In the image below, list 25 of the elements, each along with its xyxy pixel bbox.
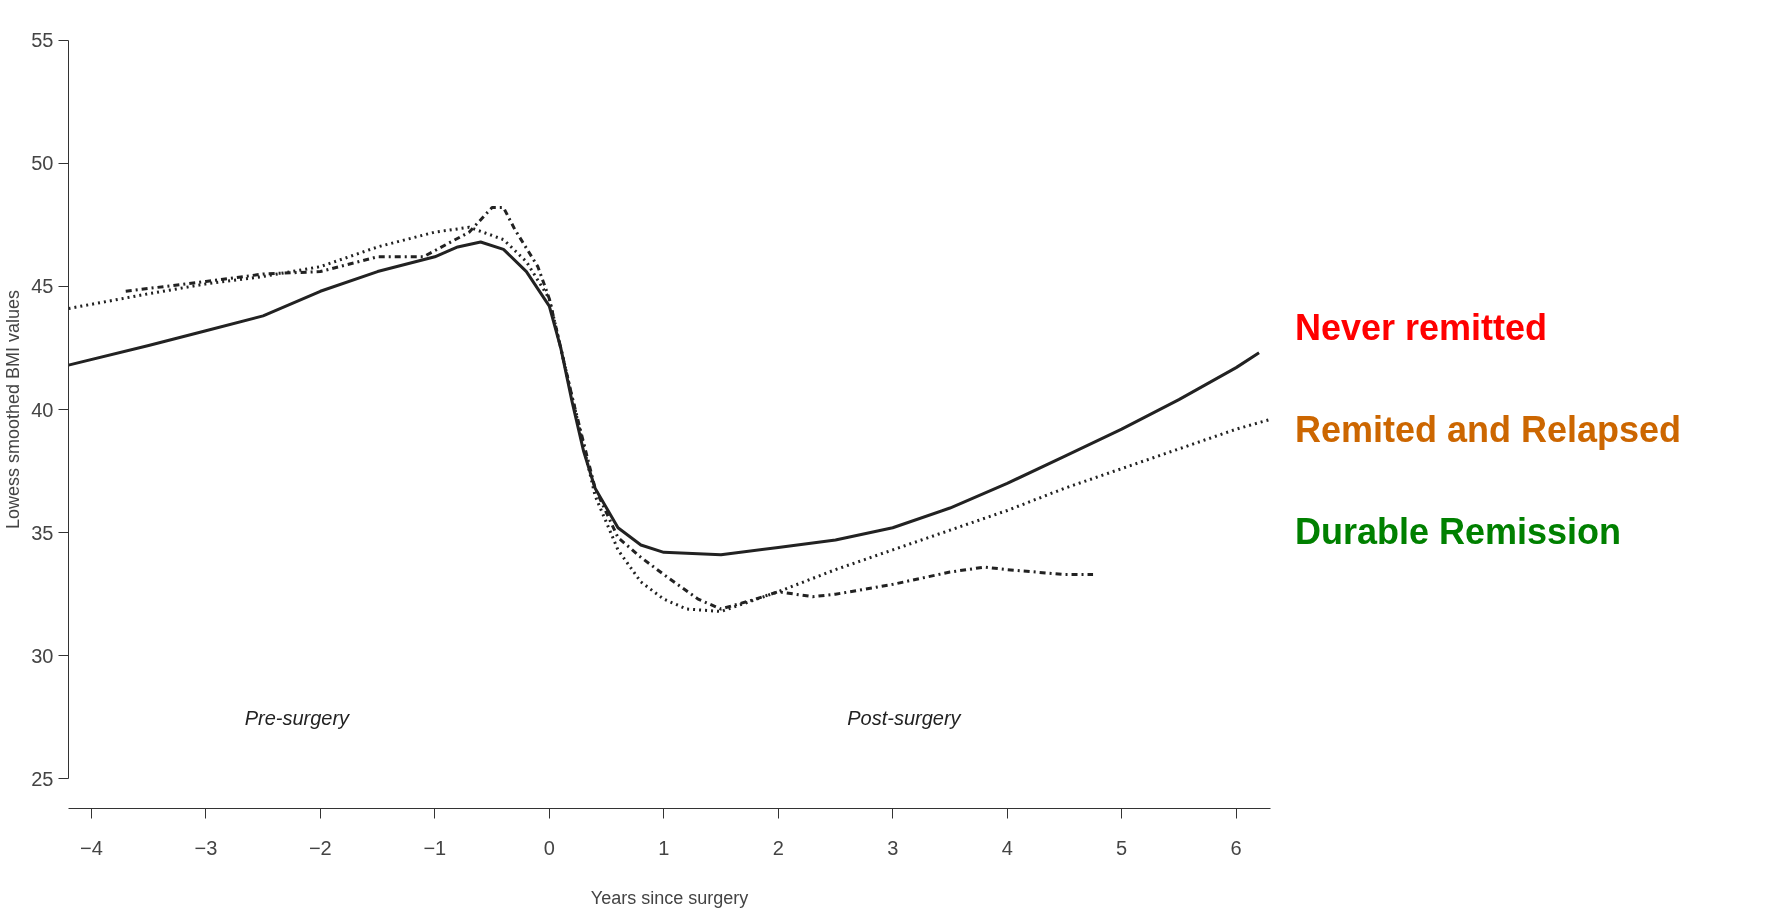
x-axis-title: Years since surgery <box>590 887 749 908</box>
annotation: Pre-surgery <box>244 707 351 730</box>
x-tick-label: 2 <box>772 836 784 859</box>
y-tick-label: 25 <box>31 767 54 790</box>
text: Never remitted <box>1295 306 1548 350</box>
x-tick-label: 5 <box>1116 836 1128 859</box>
text: Remited and Relapsed <box>1295 408 1682 452</box>
x-tick-label: 6 <box>1230 836 1242 859</box>
y-tick-label: 55 <box>31 29 54 52</box>
x-tick-label: −1 <box>423 836 447 859</box>
annotation: Post-surgery <box>847 707 962 730</box>
x-tick-label: 0 <box>543 836 555 859</box>
x-tick-label: −2 <box>308 836 332 859</box>
x-tick-label: −3 <box>194 836 218 859</box>
y-tick-label: 50 <box>31 152 54 175</box>
y-tick-label: 35 <box>31 521 54 544</box>
y-tick-label: 40 <box>31 398 54 421</box>
x-tick-label: 3 <box>887 836 899 859</box>
x-tick-label: 4 <box>1001 836 1013 859</box>
x-tick-label: −4 <box>79 836 103 859</box>
text: Durable Remission <box>1295 510 1622 554</box>
y-tick-label: 30 <box>31 644 54 667</box>
x-tick-label: 1 <box>658 836 670 859</box>
y-tick-label: 45 <box>31 275 54 298</box>
y-axis-title: Lowess smoothed BMI values <box>3 289 24 530</box>
